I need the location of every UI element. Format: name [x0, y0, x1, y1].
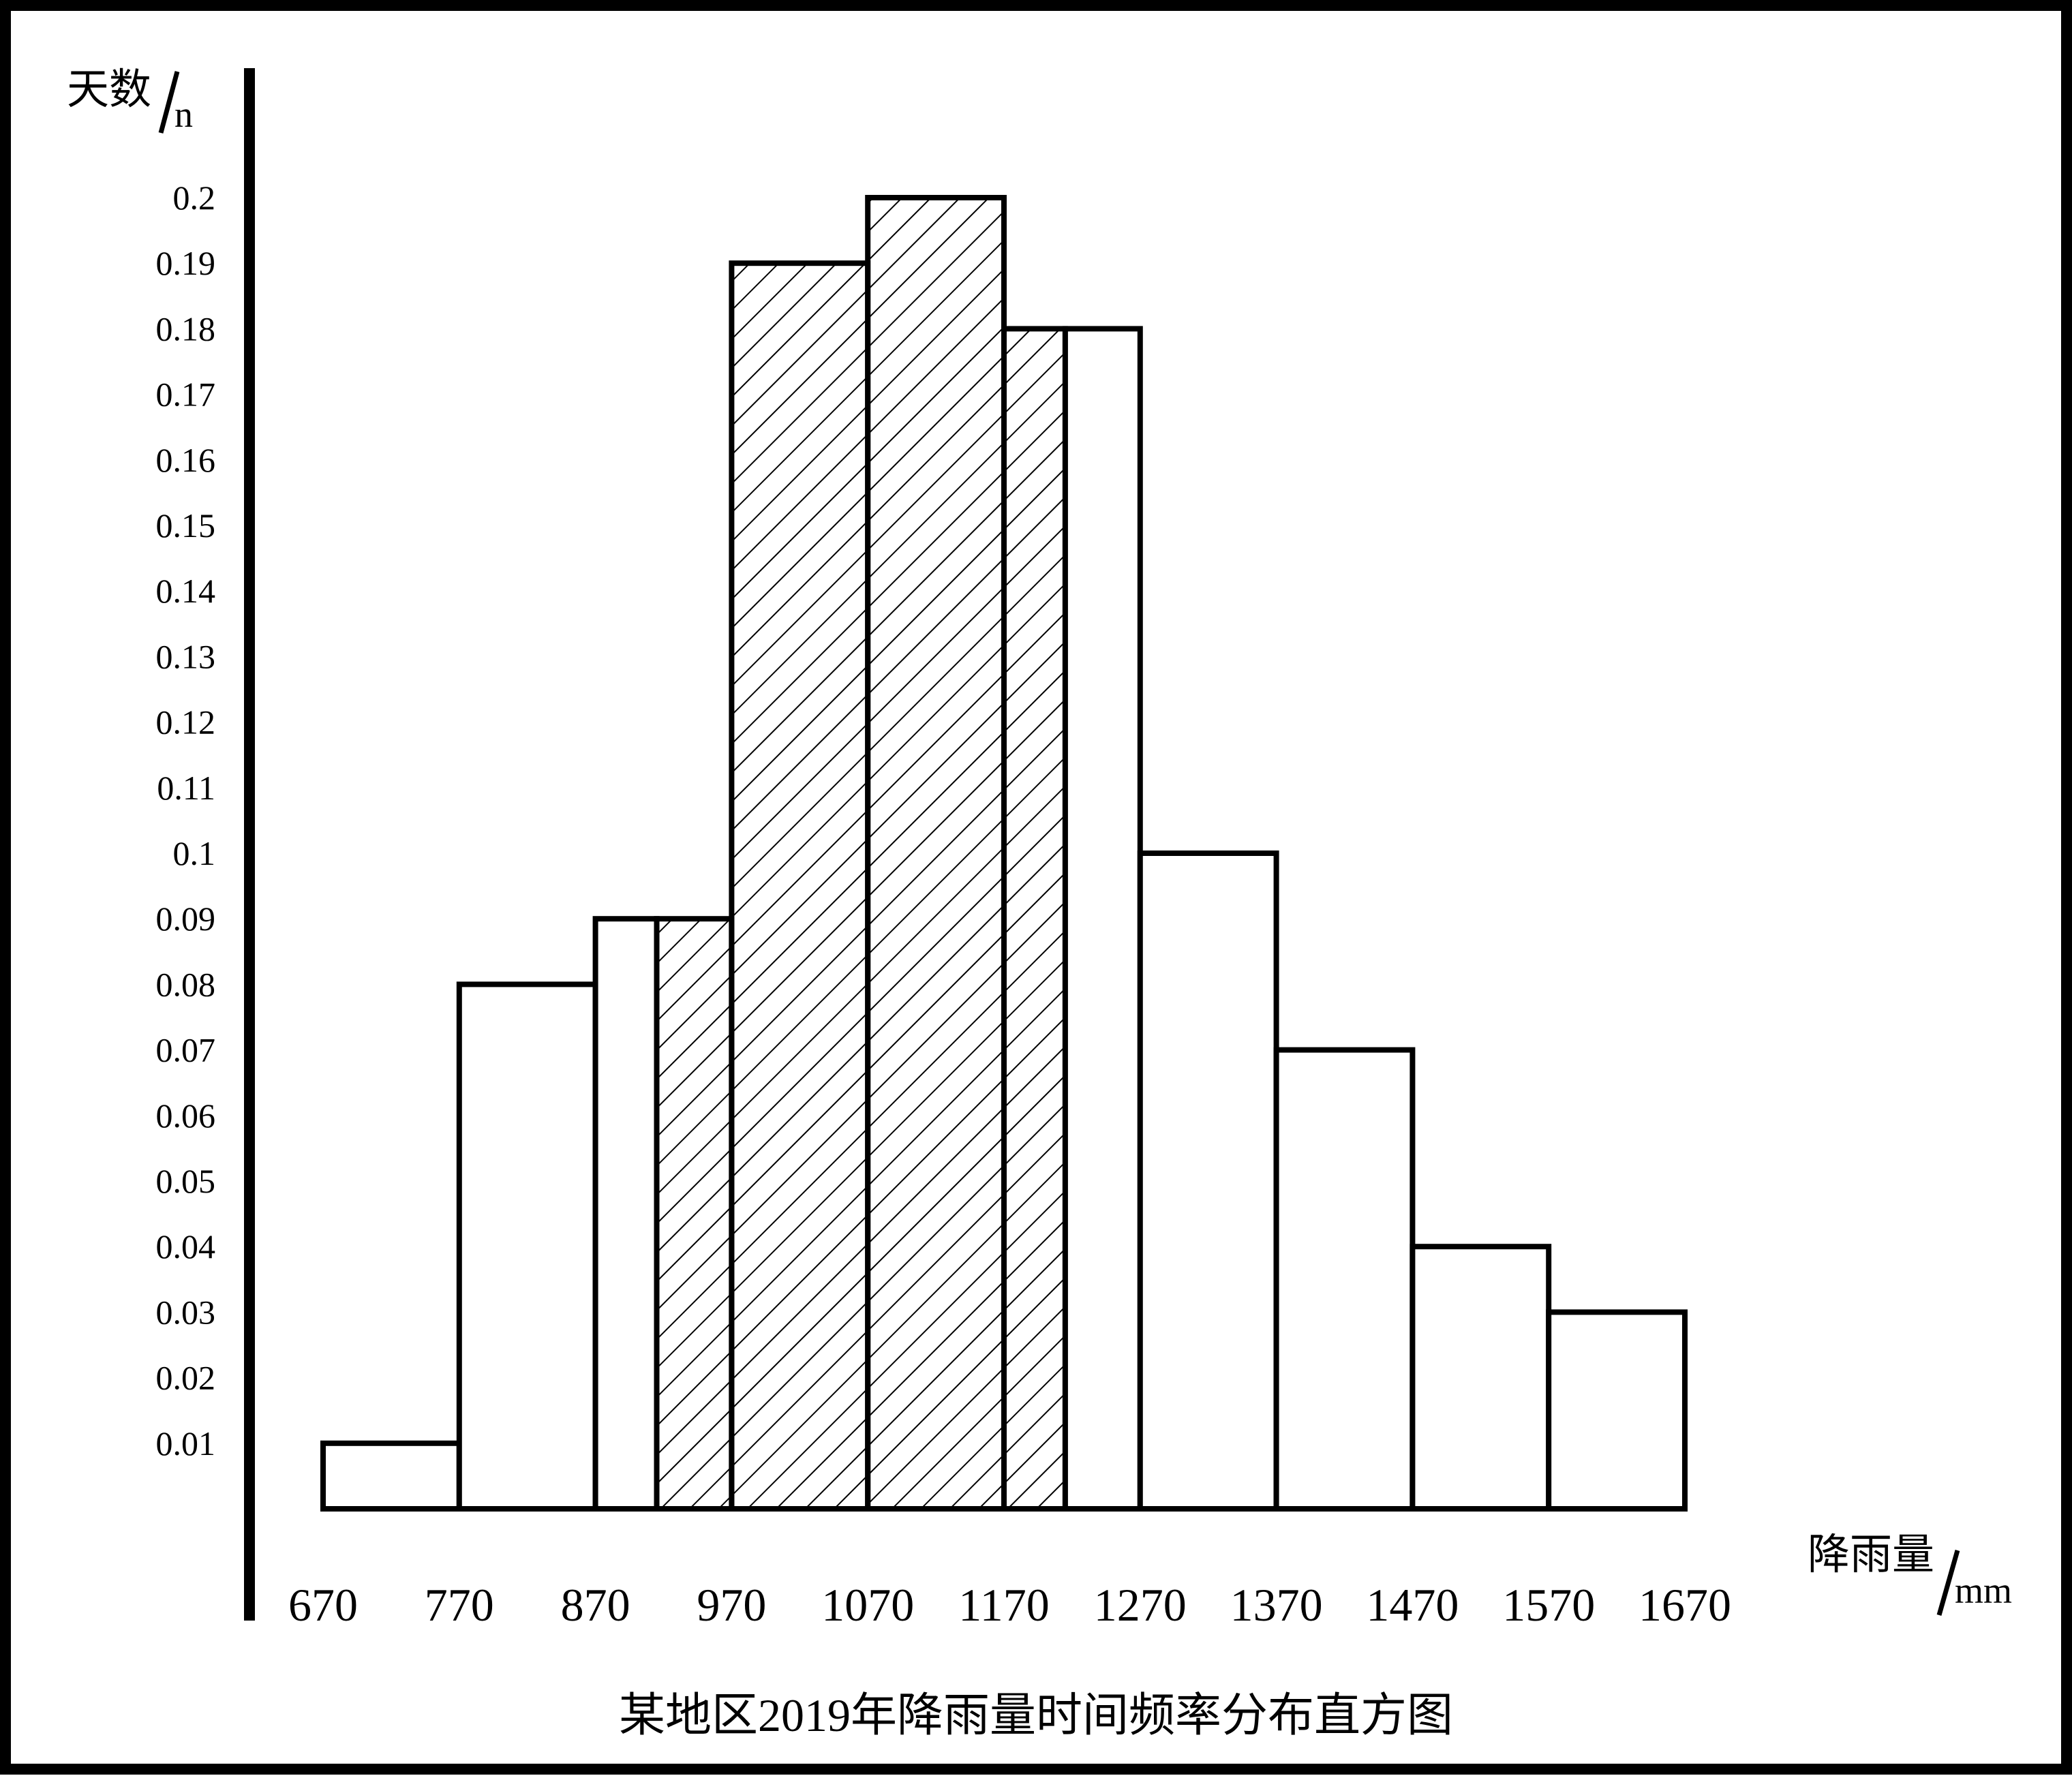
x-tick-label: 1470 [1366, 1579, 1459, 1631]
histogram-bar-870-915 [592, 916, 660, 1512]
x-axis-label: 降雨量 [1808, 1532, 1934, 1578]
y-tick-label: 0.2 [173, 179, 216, 217]
y-tick-labels: 0.01 0.02 0.03 0.04 0.05 0.06 0.07 0.08 0.09 0.1 0… [156, 179, 216, 1462]
x-axis-label-slash [1936, 1550, 1960, 1616]
y-tick-label: 0.05 [156, 1162, 216, 1200]
x-tick-label: 1070 [821, 1579, 914, 1631]
y-axis-label-slash [158, 71, 180, 134]
x-tick-label: 1670 [1639, 1579, 1731, 1631]
y-tick-label: 0.08 [156, 965, 216, 1003]
x-tick-label: 1370 [1230, 1579, 1323, 1631]
y-tick-label: 0.09 [156, 900, 216, 938]
x-tick-label: 670 [288, 1579, 358, 1631]
x-tick-label: 1270 [1094, 1579, 1187, 1631]
y-tick-label: 0.01 [156, 1424, 216, 1462]
y-tick-label: 0.18 [156, 309, 216, 348]
histogram-bar-970-1070 [729, 260, 871, 1512]
y-tick-label: 0.11 [157, 769, 215, 807]
histogram-bar-1070-1170 [865, 195, 1007, 1512]
x-tick-label: 1570 [1502, 1579, 1595, 1631]
bars-group [320, 195, 1688, 1512]
histogram-bar-1570-1670 [1546, 1309, 1688, 1512]
y-tick-label: 0.02 [156, 1359, 216, 1397]
x-tick-label: 870 [561, 1579, 630, 1631]
histogram-bar-1270-1370 [1137, 850, 1279, 1512]
y-tick-label: 0.17 [156, 375, 216, 414]
y-axis-label: 天数 [67, 67, 151, 113]
y-tick-label: 0.07 [156, 1031, 216, 1069]
y-tick-label: 0.03 [156, 1293, 216, 1331]
histogram-bar-1170-1215 [1001, 326, 1068, 1512]
y-tick-label: 0.15 [156, 506, 216, 545]
y-tick-label: 0.12 [156, 703, 216, 741]
chart-title: 某地区2019年降雨量时间频率分布直方图 [619, 1689, 1453, 1741]
histogram-bar-1215-1270 [1062, 326, 1143, 1512]
histogram-bar-915-970 [654, 916, 735, 1512]
y-tick-label: 0.19 [156, 244, 216, 282]
x-tick-label: 770 [425, 1579, 494, 1631]
y-axis-unit: n [174, 94, 193, 135]
y-tick-label: 0.04 [156, 1227, 216, 1266]
histogram-bar-1370-1470 [1273, 1047, 1416, 1512]
y-tick-label: 0.06 [156, 1097, 216, 1135]
histogram-bar-1470-1570 [1410, 1244, 1552, 1512]
x-tick-labels: 670 770 870 970 1070 1170 1270 1370 1470 1570 1670 [288, 1579, 1731, 1631]
x-tick-label: 970 [697, 1579, 766, 1631]
histogram-bar-770-870 [456, 981, 598, 1512]
y-tick-label: 0.13 [156, 637, 216, 675]
y-tick-label: 0.14 [156, 572, 216, 610]
x-axis-unit: mm [1955, 1570, 2012, 1611]
y-tick-label: 0.16 [156, 441, 216, 479]
histogram-bar-670-770 [320, 1440, 462, 1512]
y-tick-label: 0.1 [173, 834, 216, 872]
x-tick-label: 1170 [958, 1579, 1049, 1631]
